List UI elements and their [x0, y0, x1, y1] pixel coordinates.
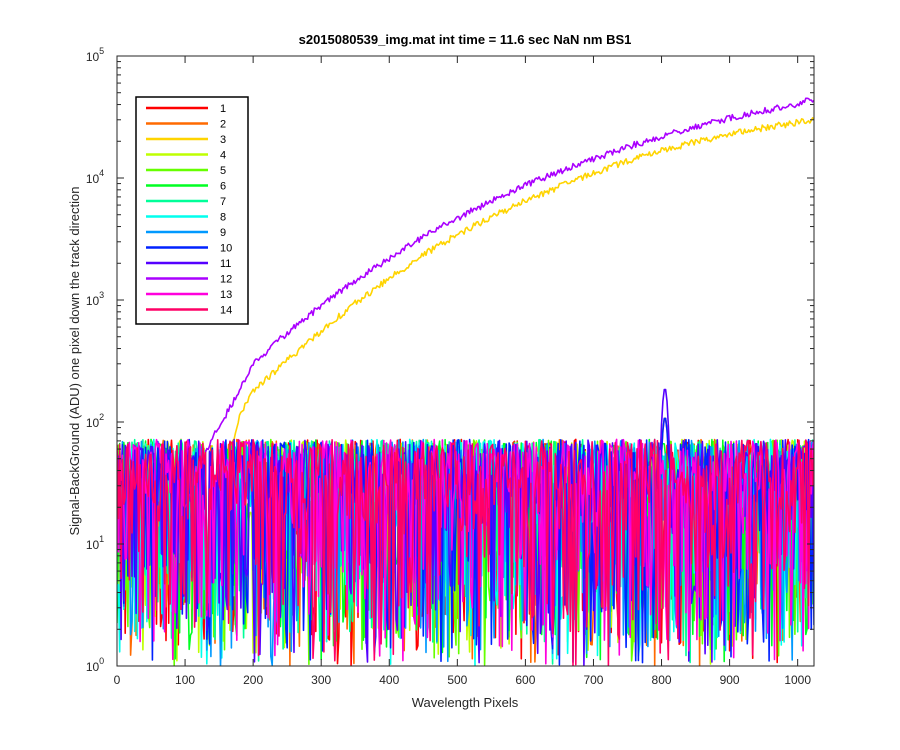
legend-label-3: 3: [220, 134, 226, 146]
x-tick-label: 500: [447, 673, 467, 687]
x-tick-label: 400: [379, 673, 399, 687]
series-line-12: [184, 97, 814, 508]
series-line-3: [225, 117, 814, 484]
y-tick-label: 103: [86, 290, 104, 308]
axes-frame: [116, 55, 815, 667]
legend-label-11: 11: [220, 258, 231, 270]
y-tick-label: 104: [86, 168, 104, 186]
legend-label-10: 10: [220, 243, 232, 255]
x-tick-label: 800: [652, 673, 672, 687]
y-axis-title: Signal-BackGround (ADU) one pixel down t…: [67, 186, 82, 535]
legend-label-2: 2: [220, 119, 226, 131]
legend-label-13: 13: [220, 289, 232, 301]
series-line-14: [117, 438, 814, 666]
legend-label-4: 4: [220, 150, 226, 162]
legend-label-7: 7: [220, 196, 226, 208]
y-tick-label: 101: [86, 534, 104, 552]
legend-box: [135, 96, 249, 325]
legend-label-6: 6: [220, 181, 226, 193]
x-axis-title: Wavelength Pixels: [412, 695, 519, 710]
x-tick-label: 200: [243, 673, 263, 687]
y-tick-label: 100: [86, 656, 104, 674]
y-tick-label: 102: [86, 412, 104, 430]
legend-label-5: 5: [220, 165, 226, 177]
legend-label-1: 1: [220, 103, 226, 115]
x-tick-label: 700: [583, 673, 603, 687]
x-tick-label: 300: [311, 673, 331, 687]
series-lines: [117, 97, 814, 666]
plot-area: [117, 97, 814, 666]
legend-label-8: 8: [220, 212, 226, 224]
y-tick-label: 105: [86, 46, 104, 64]
axis-ticks: 0 100 200 300 400 500 600 700 800 900 100010010110…: [86, 46, 814, 687]
x-tick-label: 900: [720, 673, 740, 687]
x-tick-label: 0: [114, 673, 121, 687]
legend-label-14: 14: [220, 305, 232, 317]
x-tick-label: 1000: [784, 673, 811, 687]
x-tick-label: 100: [175, 673, 195, 687]
chart-title: s2015080539_img.mat int time = 11.6 sec …: [299, 32, 632, 47]
x-tick-label: 600: [515, 673, 535, 687]
legend-label-9: 9: [220, 227, 226, 239]
legend-label-12: 12: [220, 274, 232, 286]
